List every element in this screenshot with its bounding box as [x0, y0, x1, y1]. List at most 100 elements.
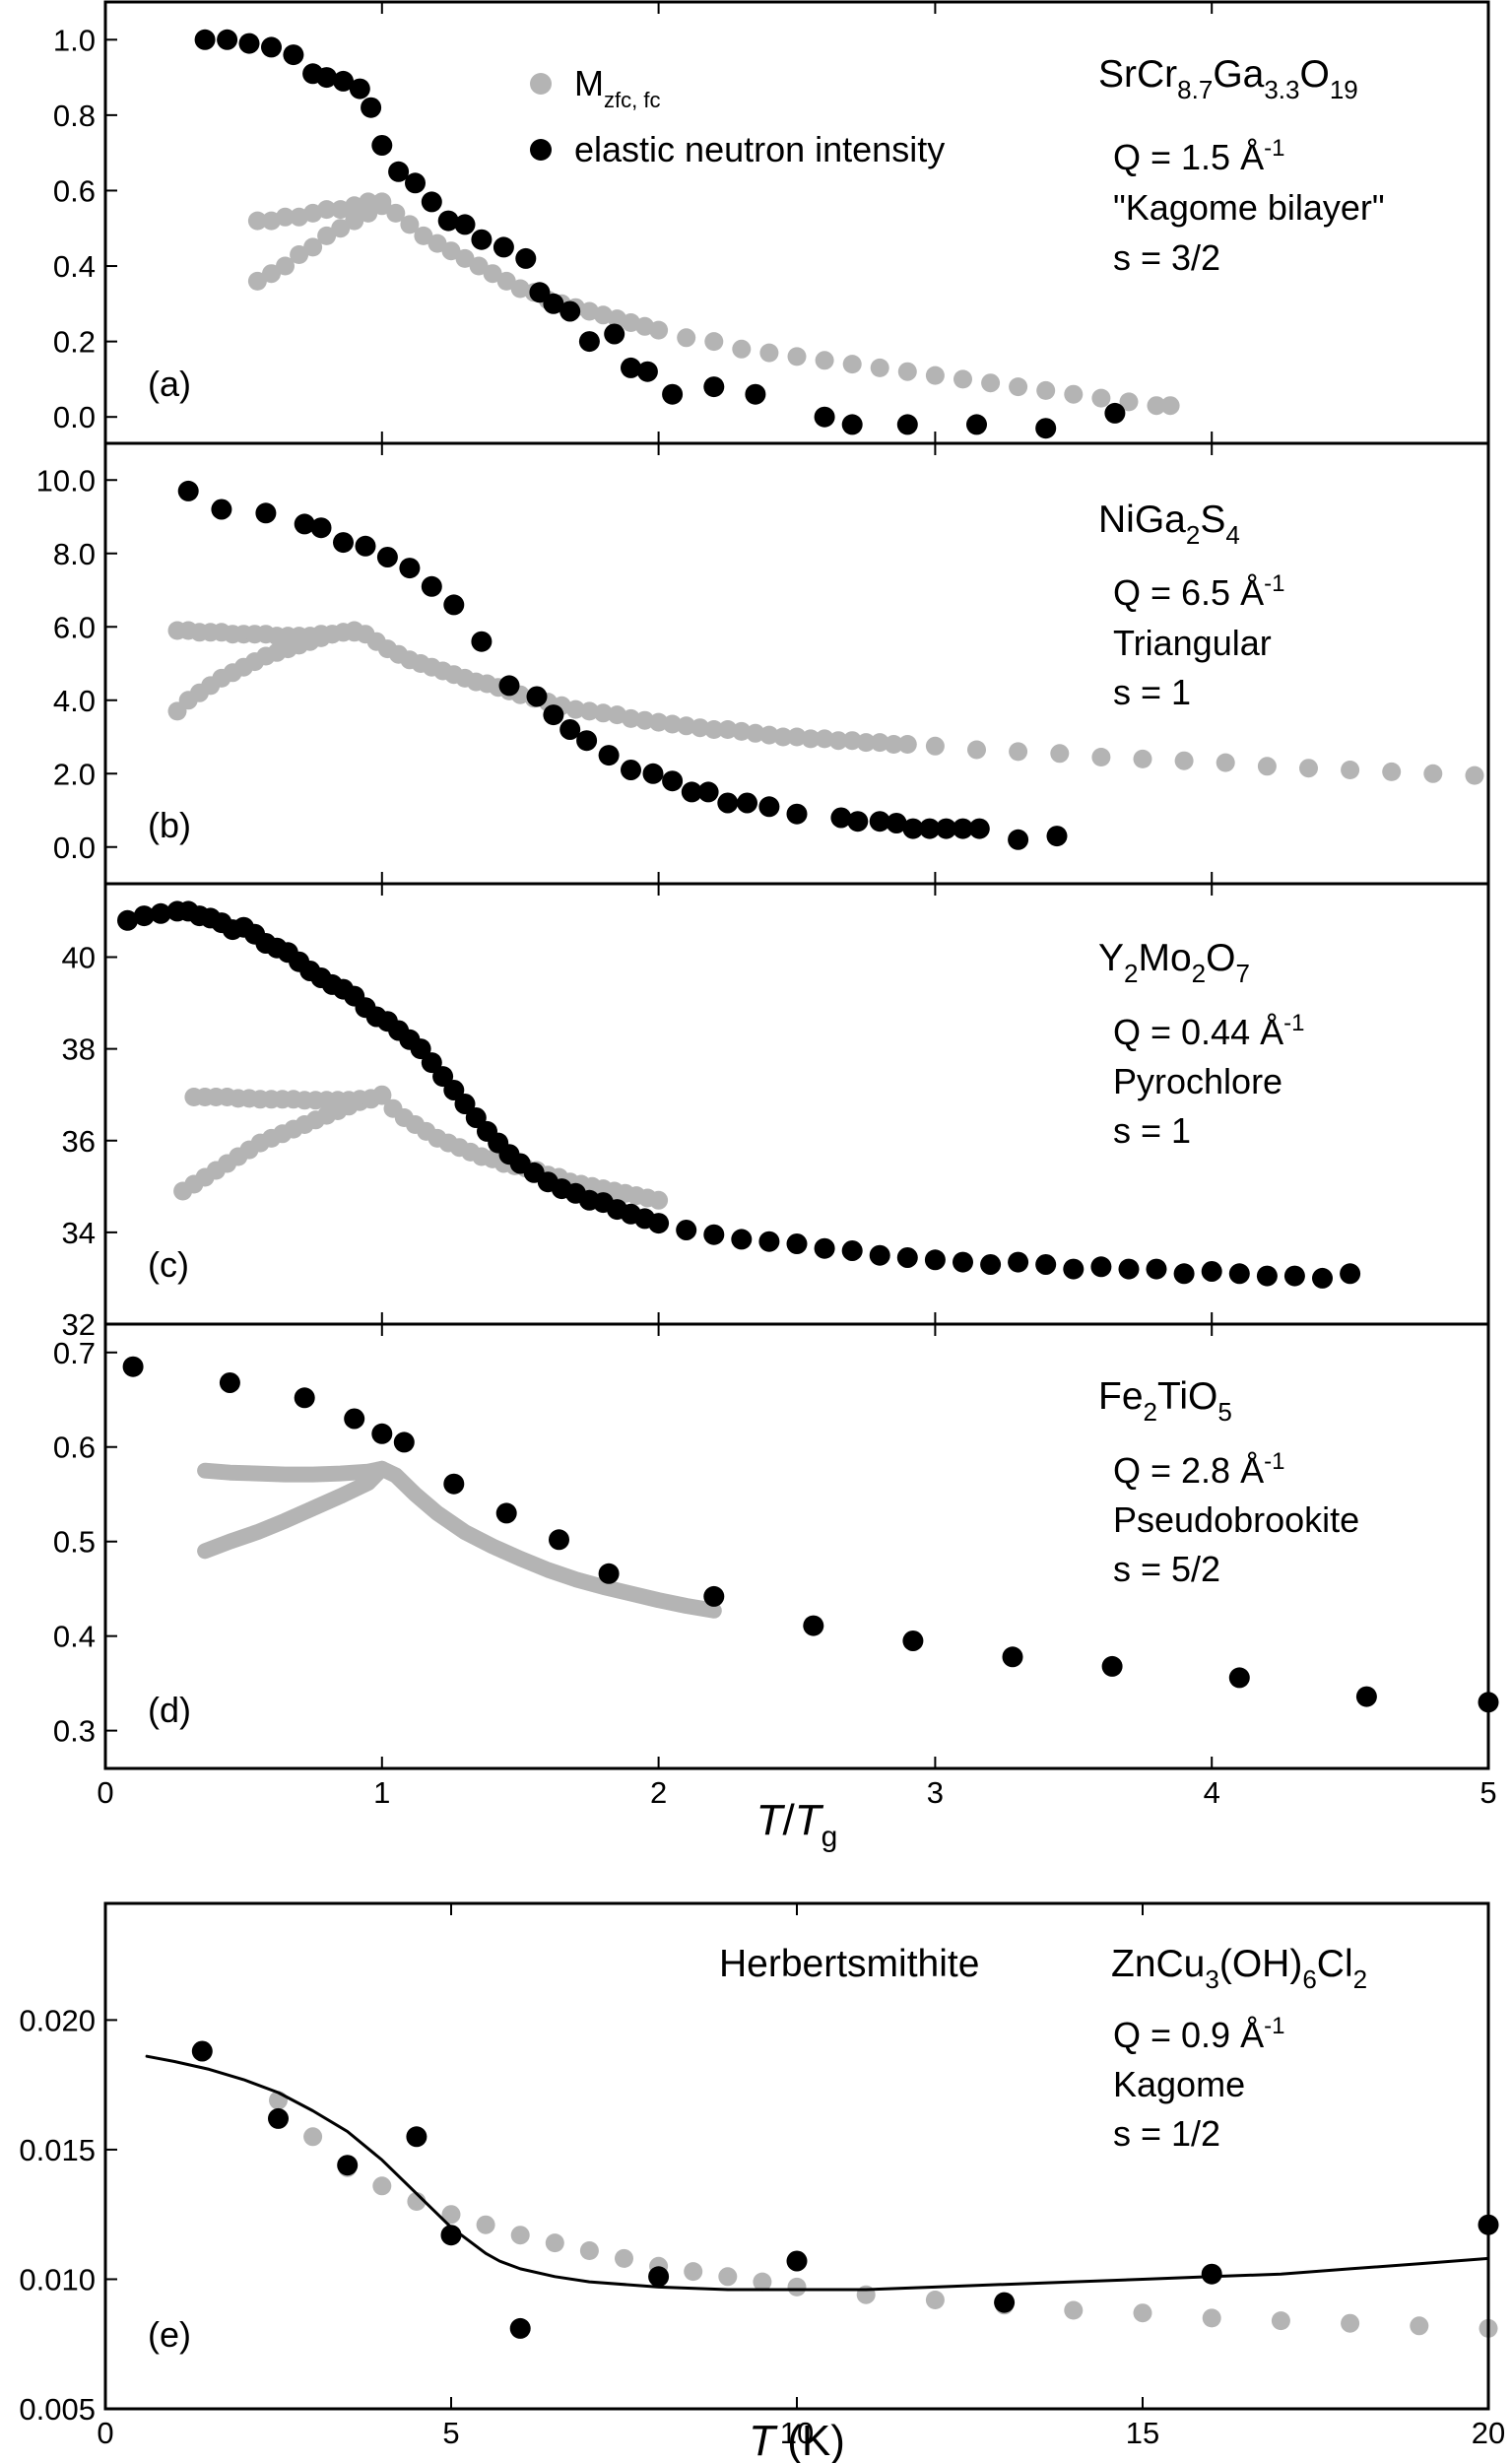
panel-b-elastic-neutron-intensity-point	[902, 818, 924, 839]
panel-c-yticks: 32 34 36 38 40	[62, 941, 117, 1342]
panel-a-elastic-neutron-intensity-point	[703, 376, 725, 398]
panel-d-elastic-neutron-intensity-point	[1101, 1655, 1123, 1677]
panel-a-elastic-neutron-intensity-point	[471, 229, 493, 250]
panel-a-m-zfc-point	[1009, 377, 1028, 397]
legend-black-marker	[530, 139, 552, 161]
panel-d-ytick-label: 0.7	[53, 1336, 96, 1370]
panel-d-compound-part: 5	[1217, 1397, 1231, 1427]
panel-a-elastic-neutron-intensity-point	[283, 44, 304, 66]
panel-e-elastic-neutron-intensity-point	[337, 2155, 359, 2176]
panel-c-elastic-neutron-intensity-point	[1201, 1261, 1222, 1282]
top-xtick-label: 4	[1204, 1775, 1220, 1810]
panel-b-ytick-label: 6.0	[53, 610, 96, 644]
panel-b-elastic-neutron-intensity-point	[211, 499, 232, 520]
panel-b-ytick-label: 0.0	[53, 831, 96, 865]
panel-a-m-zfc-point	[345, 211, 364, 231]
top-x-title-sub: g	[822, 1821, 838, 1853]
panel-b-elastic-neutron-intensity-point	[421, 575, 442, 597]
panel-b-m-zfc-point	[787, 727, 807, 747]
panel-a-m-zfc-point	[317, 226, 337, 245]
panel-e-elastic-neutron-intensity-point	[786, 2250, 808, 2272]
panel-d-elastic-neutron-intensity-point	[371, 1423, 393, 1444]
panel-c-ytick-label: 38	[62, 1032, 96, 1067]
panel-c-elastic-neutron-intensity-point	[814, 1237, 835, 1259]
panel-a-yticks: 0.0 0.2 0.4 0.6 0.8 1.0	[53, 23, 117, 434]
panel-e-yticks: 0.005 0.010 0.015 0.020	[19, 2003, 117, 2427]
panel-e-magnetization-point	[372, 2176, 392, 2196]
panel-d-ytick-label: 0.6	[53, 1431, 96, 1465]
panel-b-m-zfc-point	[925, 736, 945, 756]
panel-e-magnetization-point	[1341, 2313, 1360, 2333]
panel-e-elastic-neutron-intensity-point	[994, 2292, 1016, 2313]
panel-d-ytick-label: 0.4	[53, 1620, 96, 1654]
panel-e-lattice: Kagome	[1113, 2064, 1245, 2104]
panel-c-elastic-neutron-intensity-point	[133, 905, 155, 927]
panel-a-m-zfc-point	[1036, 380, 1056, 400]
panel-a-elastic-neutron-intensity-point	[405, 172, 426, 194]
panel-a-elastic-neutron-intensity-point	[529, 282, 551, 303]
panel-b-m-zfc-point	[732, 721, 752, 741]
panel-d-q-sup: -1	[1264, 1448, 1284, 1475]
panel-d-m-zfc-line	[197, 1460, 722, 1619]
panel-b-m-zfc-point	[967, 740, 986, 760]
panel-b-m-zfc-point	[593, 703, 613, 723]
panel-a-elastic-neutron-intensity-point	[515, 247, 537, 269]
panel-e-magnetization-point	[1064, 2300, 1084, 2320]
panel-d-elastic-neutron-intensity-point	[549, 1529, 569, 1551]
panel-a-m-zfc-point	[276, 256, 295, 276]
panel-b-elastic-neutron-intensity-point	[758, 796, 780, 818]
panel-c-compound-part: Mo	[1138, 937, 1191, 979]
panel-b-ytick-label: 4.0	[53, 684, 96, 718]
panel-a-ytick-label: 1.0	[53, 23, 96, 57]
top-x-axis: 0 1 2 3 4 5	[97, 2, 1497, 1810]
panel-b-ytick-label: 8.0	[53, 537, 96, 571]
panel-b-elastic-neutron-intensity-point	[443, 594, 465, 616]
panel-b-m-zfc-point	[759, 725, 779, 745]
panel-b-elastic-neutron-intensity-point	[1046, 826, 1068, 847]
panel-a-m-zfc-point	[441, 241, 461, 261]
panel-b-elastic-neutron-intensity-point	[355, 535, 376, 557]
panel-a: 0.0 0.2 0.4 0.6 0.8 1.0 (a) SrCr8.7Ga3.3O19 Q…	[53, 23, 1385, 439]
panel-b-elastic-neutron-intensity-point	[953, 818, 973, 839]
panel-c-elastic-neutron-intensity-point	[1035, 1254, 1057, 1275]
panel-e-magnetization-point	[615, 2248, 633, 2268]
panel-b-elastic-neutron-intensity-point	[1008, 829, 1029, 850]
panel-b-m-zfc-point	[1091, 748, 1111, 766]
panel-a-elastic-neutron-intensity-point	[966, 414, 987, 435]
panel-c-compound-part: O	[1206, 937, 1235, 979]
panel-c-q: Q = 0.44 Å-1	[1113, 1010, 1304, 1052]
panel-c-compound-part: Y	[1098, 937, 1124, 979]
panel-c-lattice: Pyrochlore	[1113, 1061, 1282, 1101]
panel-a-m-zfc-point	[455, 248, 475, 268]
panel-a-ytick-label: 0.6	[53, 173, 96, 208]
panel-b-m-zfc-point	[1341, 761, 1360, 779]
top-xtick-label: 0	[97, 1775, 113, 1810]
panel-a-elastic-neutron-intensity-point	[333, 70, 354, 92]
panel-e-magnetization-point	[718, 2267, 738, 2287]
bottom-xtick-label: 5	[442, 2416, 459, 2450]
panel-b-m-zfc-point	[801, 729, 821, 749]
panel-d-elastic-neutron-intensity-point	[1355, 1686, 1377, 1707]
panel-b-compound-part: NiGa	[1098, 499, 1186, 541]
panel-b-m-zfc-point	[579, 701, 599, 721]
panel-d-elastic-neutron-intensity-point	[803, 1615, 824, 1636]
panel-b-elastic-neutron-intensity-point	[869, 811, 890, 832]
panel-c-elastic-neutron-intensity-point	[1340, 1263, 1361, 1285]
panel-c-elastic-neutron-intensity-point	[758, 1231, 780, 1252]
panel-b-q: Q = 6.5 Å-1	[1113, 570, 1284, 613]
legend-gray-marker	[530, 73, 552, 95]
panel-c-elastic-neutron-intensity-point	[1090, 1256, 1112, 1278]
panel-b-m-zfc-point	[718, 720, 738, 739]
legend-magnetization-label: Mzfc, fc	[574, 63, 660, 112]
panel-c-elastic-neutron-intensity-point	[1228, 1263, 1250, 1285]
panel-a-m-zfc-point	[953, 369, 972, 389]
panel-b-lattice: Triangular	[1113, 623, 1272, 663]
panel-e-elastic-neutron-intensity-point	[509, 2317, 531, 2339]
panel-d-ytick-label: 0.5	[53, 1525, 96, 1560]
panel-a-elastic-neutron-intensity-point	[578, 331, 600, 353]
panel-a-elastic-neutron-intensity-point	[621, 357, 641, 378]
panel-c-ytick-label: 34	[62, 1216, 96, 1250]
panel-c-compound: Y2Mo2O7	[1098, 937, 1250, 988]
panel-b-m-zfc-point	[649, 712, 669, 732]
panel-c-elastic-neutron-intensity-point	[421, 1052, 442, 1074]
